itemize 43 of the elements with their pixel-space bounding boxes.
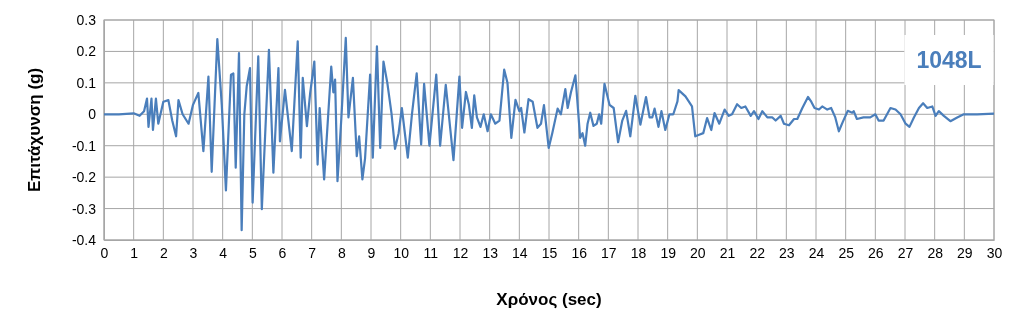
x-tick-label: 21 bbox=[719, 244, 736, 261]
x-tick-label: 22 bbox=[749, 244, 766, 261]
x-tick-label: 0 bbox=[100, 244, 109, 261]
x-tick-label: 29 bbox=[957, 244, 973, 261]
y-axis-title: Επιτάχυνση (g) bbox=[25, 67, 44, 193]
x-tick-label: 3 bbox=[189, 244, 198, 261]
x-tick-label: 6 bbox=[278, 244, 287, 261]
annotation: 1048L bbox=[916, 47, 982, 73]
y-tick-label: -0.1 bbox=[71, 137, 97, 154]
x-tick-label: 12 bbox=[452, 244, 469, 261]
x-tick-label: 4 bbox=[219, 244, 228, 261]
y-tick-label: 0 bbox=[88, 106, 97, 123]
x-tick-label: 14 bbox=[512, 244, 528, 261]
x-tick-label: 8 bbox=[337, 244, 346, 261]
line-series bbox=[102, 36, 996, 232]
x-tick-label: 9 bbox=[367, 244, 376, 261]
x-tick-label: 15 bbox=[541, 244, 558, 261]
y-tick-label: 0.1 bbox=[76, 74, 97, 91]
x-tick-label: 13 bbox=[482, 244, 499, 261]
x-tick-label: 25 bbox=[838, 244, 855, 261]
x-tick-label: 17 bbox=[601, 244, 617, 261]
x-tick-label: 16 bbox=[571, 244, 588, 261]
x-tick-label: 24 bbox=[808, 244, 825, 261]
x-tick-label: 18 bbox=[630, 244, 647, 261]
x-tick-label: 7 bbox=[308, 244, 317, 261]
x-tick-label: 5 bbox=[248, 244, 257, 261]
x-tick-label: 2 bbox=[159, 244, 168, 261]
x-tick-label: 1 bbox=[130, 244, 139, 261]
x-tick-label: 11 bbox=[423, 244, 439, 261]
x-axis-title: Χρόνος (sec) bbox=[496, 290, 602, 309]
x-tick-label: 19 bbox=[660, 244, 677, 261]
y-tick-label: -0.3 bbox=[71, 200, 97, 217]
x-tick-label: 20 bbox=[690, 244, 706, 261]
x-tick-label: 28 bbox=[927, 244, 944, 261]
y-tick-label: 0.2 bbox=[76, 43, 97, 60]
x-tick-label: 26 bbox=[868, 244, 884, 261]
x-tick-label: 10 bbox=[393, 244, 410, 261]
x-tick-label: 23 bbox=[779, 244, 795, 261]
x-tick-label: 27 bbox=[897, 244, 914, 261]
y-tick-label: -0.4 bbox=[71, 231, 97, 248]
x-tick-label: 30 bbox=[986, 244, 1003, 261]
y-tick-label: 0.3 bbox=[76, 11, 97, 28]
y-tick-label: -0.2 bbox=[71, 169, 97, 186]
